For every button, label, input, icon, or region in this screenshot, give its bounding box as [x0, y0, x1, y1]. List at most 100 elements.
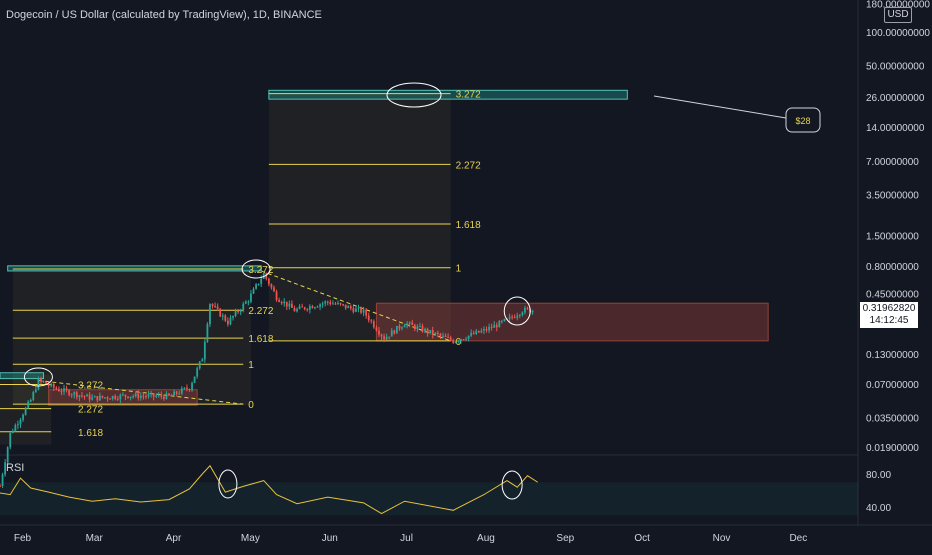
candle: [326, 300, 329, 306]
candle: [122, 392, 124, 396]
candle-body: [173, 391, 176, 396]
candle: [267, 277, 270, 287]
time-tick: Feb: [14, 533, 32, 544]
candle-body: [198, 361, 201, 369]
candle-body: [4, 462, 7, 475]
candle-body: [367, 315, 370, 321]
candle: [362, 306, 365, 317]
candle-body: [513, 317, 516, 319]
candle-body: [406, 323, 409, 326]
candle-body: [342, 304, 345, 306]
candle: [375, 325, 378, 332]
fib-zone-3: [268, 93, 451, 341]
candle-body: [460, 339, 462, 342]
candle: [378, 327, 380, 337]
candle-body: [362, 309, 365, 313]
time-tick: Aug: [477, 533, 495, 544]
candle-body: [0, 485, 1, 487]
candle: [250, 290, 252, 304]
price-tick: 26.00000000: [866, 93, 925, 104]
fib3-label-2.272: 2.272: [456, 160, 481, 171]
candle: [460, 338, 462, 344]
candle: [493, 321, 496, 328]
candle: [467, 335, 470, 342]
candle: [344, 304, 347, 310]
candle-body: [150, 393, 152, 395]
candle: [426, 327, 429, 337]
candle-body: [201, 359, 204, 362]
candle: [214, 302, 216, 308]
candle: [180, 386, 183, 396]
candle: [372, 319, 375, 329]
candle: [303, 306, 306, 311]
candle-body: [524, 307, 526, 313]
candle-body: [457, 341, 460, 343]
candle-body: [34, 389, 37, 393]
candle: [173, 389, 176, 396]
candle: [321, 301, 324, 308]
fib2-label-2.272: 2.272: [248, 306, 273, 317]
candle-body: [306, 309, 309, 311]
candle: [316, 305, 319, 308]
candle-body: [78, 395, 81, 398]
price-tick: 0.01900000: [866, 443, 919, 454]
candle-body: [22, 414, 24, 420]
candle-body: [480, 330, 483, 333]
candle-body: [321, 303, 324, 305]
fib2-label-1: 1: [248, 360, 254, 371]
candle-body: [500, 320, 503, 322]
candle: [398, 323, 401, 331]
candle: [311, 304, 314, 309]
rsi-line: [0, 464, 538, 515]
candle-body: [196, 368, 199, 377]
candle-body: [47, 384, 50, 386]
candle-body: [104, 397, 106, 399]
candle-body: [316, 306, 319, 308]
candle: [52, 382, 55, 392]
candle-body: [298, 306, 301, 309]
price-tick: 7.00000000: [866, 157, 919, 168]
candle: [4, 459, 7, 477]
candle-body: [137, 393, 140, 399]
candle: [34, 386, 37, 393]
candle-body: [129, 396, 132, 399]
candle-body: [495, 324, 498, 328]
candle: [291, 300, 293, 309]
candle: [495, 322, 498, 332]
candle-body: [370, 320, 373, 322]
candle: [96, 396, 99, 403]
candle-body: [239, 310, 242, 312]
fib3-label-1.618: 1.618: [456, 220, 481, 231]
candle-body: [55, 387, 58, 390]
candle: [124, 394, 127, 401]
candle: [91, 394, 94, 401]
candle-body: [96, 396, 99, 401]
candle-body: [142, 395, 145, 397]
candle-body: [339, 303, 342, 305]
price-tick: 0.13000000: [866, 350, 919, 361]
candle: [436, 330, 439, 338]
candle: [521, 311, 524, 317]
fib2-label-0: 0: [248, 400, 254, 411]
candle-body: [326, 301, 329, 303]
candle: [319, 303, 321, 311]
candle-body: [81, 395, 83, 397]
time-tick: Nov: [713, 533, 731, 544]
currency-badge[interactable]: USD: [884, 7, 912, 23]
candle: [132, 394, 135, 399]
candle: [0, 483, 1, 487]
candle: [193, 376, 196, 384]
candle-body: [319, 304, 321, 307]
candle: [477, 330, 480, 333]
candle-body: [352, 308, 355, 312]
candle: [301, 303, 304, 308]
candle: [70, 393, 73, 398]
candle: [221, 313, 224, 321]
candle: [454, 340, 457, 344]
candle-body: [477, 330, 480, 333]
candle-body: [470, 332, 473, 336]
candle-body: [424, 328, 426, 332]
candle: [6, 446, 9, 466]
